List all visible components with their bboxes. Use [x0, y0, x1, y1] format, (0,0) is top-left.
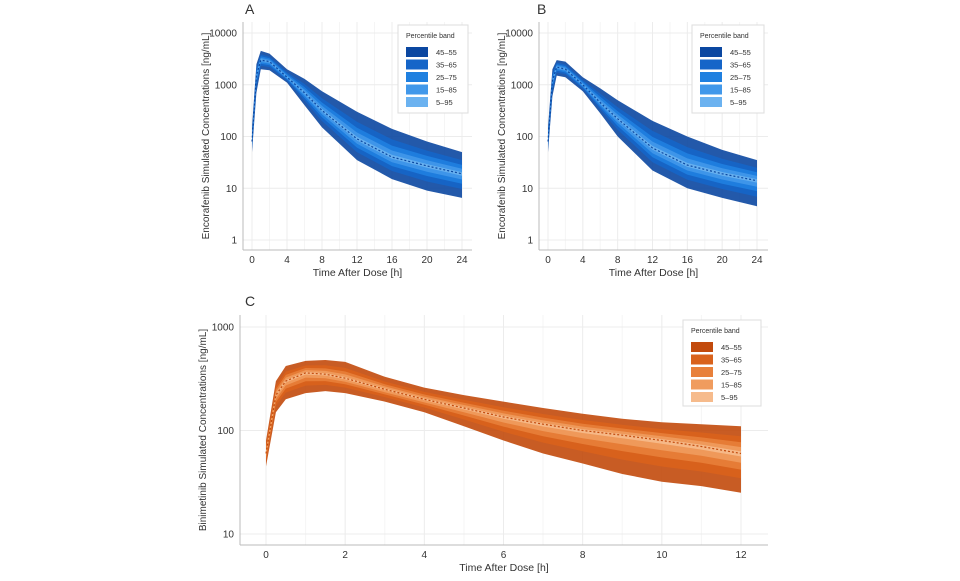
- legend-swatch: [406, 84, 428, 95]
- legend-entry: 35–65: [721, 356, 742, 365]
- legend-entry: 15–85: [730, 86, 751, 95]
- x-tick-label: 24: [456, 255, 468, 266]
- panel-b: B 0 4 8 12 16 20 24 1 10 100 1000 10000 Time After Do…: [497, 1, 768, 279]
- legend-swatch: [691, 379, 713, 390]
- legend-swatch: [700, 97, 722, 107]
- x-tick-label: 4: [580, 255, 586, 266]
- y-tick-label: 1: [231, 236, 237, 247]
- y-tick-label: 1000: [212, 323, 235, 334]
- legend-entry: 15–85: [436, 86, 457, 95]
- legend-entry: 35–65: [436, 61, 457, 70]
- panel-label: C: [245, 293, 255, 309]
- legend-title: Percentile band: [700, 33, 749, 40]
- band-15–85: [548, 65, 757, 187]
- legend: Percentile band 45–55 35–65 25–75 15–85 5–95: [691, 24, 765, 114]
- x-tick-label: 20: [717, 255, 729, 266]
- y-tick-label: 1000: [511, 80, 534, 91]
- legend-entry: 5–95: [730, 98, 747, 107]
- x-tick-label: 0: [249, 255, 255, 266]
- y-axis-label: Binimetinib Simulated Concentrations [ng…: [198, 329, 209, 532]
- legend-swatch: [406, 72, 428, 82]
- y-axis-label: Encorafenib Simulated Concentrations [ng…: [201, 32, 212, 239]
- y-tick-label: 1: [527, 236, 533, 247]
- panel-c: C 0 2 4 6 8 10 12 10 100 1000 Time After Dose [h] Bi…: [198, 293, 768, 574]
- x-tick-label: 0: [545, 255, 551, 266]
- y-tick-label: 10: [226, 184, 238, 195]
- band-15–85: [252, 57, 462, 180]
- x-tick-label: 12: [647, 255, 659, 266]
- legend-entry: 45–55: [721, 343, 742, 352]
- x-axis-label: Time After Dose [h]: [313, 267, 403, 279]
- legend-entry: 25–75: [730, 73, 751, 82]
- panel-a: A 0 4 8 12 16 20 24 1 10 100 1000 10000 Time After Do…: [201, 1, 472, 279]
- y-axis-label: Encorafenib Simulated Concentrations [ng…: [497, 32, 508, 239]
- x-tick-label: 16: [682, 255, 694, 266]
- y-tick-label: 1000: [215, 80, 238, 91]
- x-tick-label: 20: [421, 255, 433, 266]
- x-tick-label: 10: [656, 550, 668, 561]
- band-25–75: [252, 56, 462, 184]
- median-line: [547, 66, 758, 182]
- legend-entry: 25–75: [721, 368, 742, 377]
- legend-entry: 15–85: [721, 381, 742, 390]
- median-line: [251, 59, 463, 175]
- x-tick-label: 8: [319, 255, 325, 266]
- legend-entry: 35–65: [730, 61, 751, 70]
- y-tick-label: 100: [220, 132, 237, 143]
- median-line: [265, 372, 742, 455]
- legend-swatch: [700, 59, 722, 70]
- legend-swatch: [406, 97, 428, 107]
- legend-entry: 45–55: [730, 48, 751, 57]
- legend-entry: 45–55: [436, 48, 457, 57]
- legend-swatch: [691, 392, 713, 402]
- legend-title: Percentile band: [406, 33, 455, 40]
- legend-entry: 5–95: [436, 98, 453, 107]
- x-tick-label: 24: [751, 255, 763, 266]
- x-tick-label: 8: [580, 550, 586, 561]
- legend-swatch: [700, 72, 722, 82]
- legend-entry: 25–75: [436, 73, 457, 82]
- x-axis-label: Time After Dose [h]: [459, 562, 549, 574]
- y-tick-label: 100: [217, 426, 234, 437]
- legend-swatch: [700, 47, 722, 57]
- x-tick-label: 8: [615, 255, 621, 266]
- y-tick-label: 10000: [505, 29, 533, 40]
- panel-label: B: [537, 1, 546, 17]
- legend-swatch: [406, 59, 428, 70]
- x-tick-label: 0: [263, 550, 269, 561]
- legend-swatch: [691, 342, 713, 352]
- legend-entry: 5–95: [721, 393, 738, 402]
- panel-label: A: [245, 1, 255, 17]
- x-tick-label: 2: [342, 550, 348, 561]
- x-axis-label: Time After Dose [h]: [609, 267, 699, 279]
- y-tick-label: 100: [516, 132, 533, 143]
- band-25–75: [548, 64, 757, 192]
- y-tick-label: 10: [223, 530, 235, 541]
- x-tick-label: 12: [351, 255, 363, 266]
- y-tick-label: 10: [522, 184, 534, 195]
- x-tick-label: 12: [735, 550, 747, 561]
- legend-title: Percentile band: [691, 328, 740, 335]
- legend-swatch: [700, 84, 722, 95]
- y-tick-label: 10000: [209, 29, 237, 40]
- legend-swatch: [691, 367, 713, 377]
- legend-swatch: [406, 47, 428, 57]
- x-tick-label: 16: [386, 255, 398, 266]
- legend-swatch: [691, 354, 713, 365]
- x-tick-label: 4: [422, 550, 428, 561]
- x-tick-label: 6: [501, 550, 507, 561]
- x-tick-label: 4: [284, 255, 290, 266]
- legend: Percentile band 45–55 35–65 25–75 15–85 5–95: [682, 319, 762, 407]
- legend: Percentile band 45–55 35–65 25–75 15–85 5–95: [397, 24, 469, 114]
